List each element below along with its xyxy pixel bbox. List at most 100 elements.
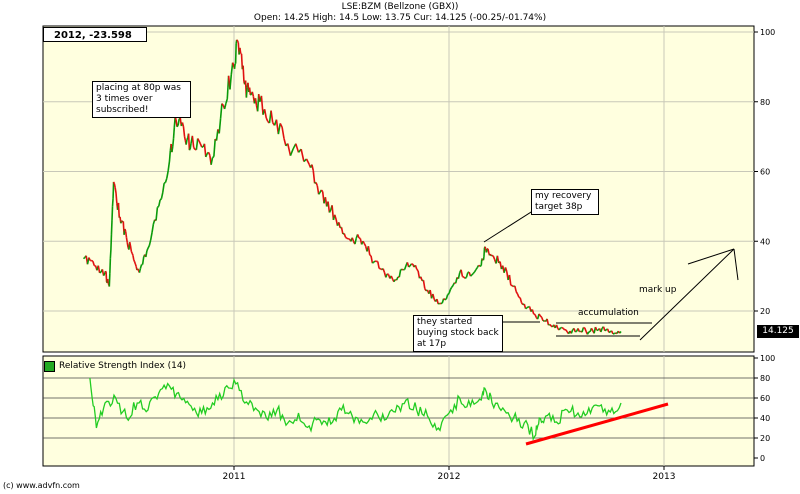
price-segment — [451, 285, 454, 288]
price-segment — [300, 149, 305, 162]
price-segment — [157, 199, 161, 207]
price-segment — [270, 110, 274, 123]
price-segment — [514, 285, 517, 292]
price-segment — [99, 271, 102, 274]
price-segment — [242, 65, 245, 82]
price-segment — [549, 323, 552, 327]
price-segment — [312, 170, 316, 184]
price-segment — [230, 62, 234, 75]
price-segment — [91, 259, 94, 262]
rsi-legend-swatch — [44, 360, 55, 372]
price-segment — [443, 297, 446, 301]
copyright-footer: (c) www.advfn.com — [3, 481, 80, 490]
price-segment — [340, 227, 344, 235]
price-segment — [608, 331, 611, 334]
price-segment — [526, 306, 529, 309]
rsi-plot-area — [42, 355, 755, 467]
y-tick-label: 80 — [760, 374, 770, 383]
price-segment — [472, 271, 476, 275]
price-segment — [351, 237, 355, 242]
price-segment — [124, 228, 127, 232]
price-segment — [555, 324, 559, 329]
price-segment — [565, 329, 568, 333]
price-segment — [483, 248, 486, 258]
price-segment — [168, 150, 172, 162]
price-plot-area — [42, 25, 755, 353]
price-segment — [186, 137, 189, 140]
y-tick-label: 20 — [760, 307, 770, 316]
price-segment — [138, 268, 142, 273]
mark-up-label: mark up — [639, 285, 677, 295]
price-segment — [518, 296, 521, 299]
price-segment — [199, 143, 203, 148]
price-segment — [334, 214, 337, 220]
price-segment — [126, 242, 129, 248]
price-segment — [197, 138, 200, 142]
price-segment — [218, 118, 222, 134]
price-segment — [254, 98, 258, 106]
price-segment — [263, 109, 268, 119]
price-segment — [452, 282, 456, 286]
price-segment — [234, 43, 237, 64]
price-segment — [183, 136, 187, 141]
price-segment — [363, 243, 367, 247]
price-segment — [251, 91, 255, 97]
price-segment — [479, 264, 482, 267]
price-segment — [248, 87, 252, 95]
price-segment — [398, 269, 402, 278]
price-segment — [124, 231, 128, 238]
price-segment — [539, 315, 543, 318]
price-segment — [354, 237, 358, 245]
y-tick-label: 60 — [760, 394, 770, 403]
price-segment — [604, 329, 607, 332]
price-segment — [134, 263, 137, 267]
price-segment — [487, 248, 490, 254]
price-segment — [448, 289, 452, 294]
price-segment — [475, 267, 478, 271]
price-segment — [440, 302, 443, 305]
price-segment — [538, 313, 542, 317]
price-segment — [289, 148, 294, 156]
price-segment — [331, 205, 335, 220]
price-segment — [409, 263, 413, 267]
price-segment — [316, 185, 320, 195]
price-segment — [464, 276, 467, 279]
price-segment — [113, 183, 116, 188]
price-segment — [520, 302, 524, 306]
price-segment — [110, 220, 113, 235]
price-segment — [577, 328, 581, 332]
price-segment — [373, 260, 376, 263]
price-segment — [102, 272, 106, 277]
price-segment — [594, 326, 598, 331]
price-segment — [417, 270, 421, 279]
price-segment — [130, 251, 133, 254]
price-segment — [613, 332, 617, 335]
y-tick-label: 40 — [760, 414, 770, 423]
price-segment — [231, 62, 235, 68]
price-segment — [148, 239, 152, 246]
price-segment — [561, 326, 564, 330]
price-segment — [155, 207, 159, 221]
price-segment — [219, 103, 223, 119]
price-segment — [181, 122, 185, 127]
price-segment — [473, 269, 477, 273]
price-segment — [149, 232, 153, 241]
price-segment — [207, 151, 211, 156]
price-segment — [125, 237, 129, 243]
price-segment — [328, 209, 332, 213]
price-segment — [109, 258, 112, 274]
price-segment — [356, 234, 360, 239]
price-segment — [327, 201, 331, 213]
price-segment — [129, 245, 133, 252]
price-segment — [223, 103, 227, 110]
price-segment — [444, 298, 447, 301]
price-segment — [508, 274, 512, 286]
price-segment — [260, 95, 264, 115]
price-segment — [490, 254, 493, 257]
chart-title: LSE:BZM (Bellzone (GBX)) — [341, 2, 459, 12]
price-segment — [511, 284, 514, 288]
price-segment — [146, 247, 149, 252]
price-segment — [177, 118, 180, 126]
price-segment — [492, 255, 496, 260]
